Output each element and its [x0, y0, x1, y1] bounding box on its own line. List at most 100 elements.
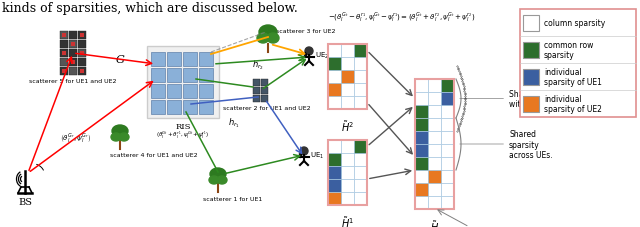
Bar: [415, 170, 428, 183]
Ellipse shape: [267, 34, 279, 44]
Bar: [441, 144, 454, 157]
Bar: [341, 179, 354, 192]
Bar: [199, 53, 213, 67]
Bar: [441, 80, 454, 93]
Bar: [415, 106, 428, 118]
Bar: [69, 50, 77, 58]
Bar: [328, 140, 367, 205]
Text: individual
sparsity of UE1: individual sparsity of UE1: [544, 67, 602, 87]
Bar: [328, 84, 341, 96]
Bar: [415, 131, 428, 144]
Text: Shared
sparsity
across UEs.: Shared sparsity across UEs.: [460, 130, 552, 159]
Bar: [415, 118, 428, 131]
Bar: [71, 61, 75, 65]
Bar: [183, 53, 197, 67]
Text: Shared sparsity
within UE.: Shared sparsity within UE.: [460, 89, 569, 109]
Bar: [183, 69, 197, 83]
Bar: [415, 93, 428, 106]
Text: RIS: RIS: [175, 122, 191, 131]
Bar: [328, 179, 341, 192]
Bar: [441, 80, 454, 93]
Text: UE$_2$: UE$_2$: [315, 51, 329, 61]
Bar: [341, 166, 354, 179]
Bar: [62, 52, 66, 56]
Bar: [78, 50, 86, 58]
Bar: [523, 69, 539, 85]
Bar: [71, 43, 75, 47]
Ellipse shape: [119, 133, 129, 141]
Bar: [354, 45, 367, 58]
Bar: [441, 196, 454, 209]
Bar: [151, 53, 165, 67]
Bar: [354, 140, 367, 153]
Bar: [328, 166, 341, 179]
Bar: [441, 106, 454, 118]
Ellipse shape: [259, 26, 277, 40]
Ellipse shape: [257, 34, 269, 44]
Text: column sparsity: column sparsity: [544, 19, 605, 28]
Bar: [354, 45, 367, 58]
Text: scatterer 3 for UE2: scatterer 3 for UE2: [276, 28, 335, 33]
Bar: [199, 101, 213, 114]
Bar: [341, 84, 354, 96]
Bar: [415, 157, 428, 170]
Bar: [523, 42, 539, 58]
Bar: [415, 80, 428, 93]
Bar: [78, 68, 86, 76]
Bar: [341, 58, 354, 71]
Bar: [69, 59, 77, 67]
Bar: [354, 192, 367, 205]
Bar: [151, 69, 165, 83]
Bar: [415, 183, 428, 196]
Bar: [415, 131, 428, 144]
Bar: [328, 153, 341, 166]
Circle shape: [300, 147, 308, 155]
Text: common row
sparsity: common row sparsity: [544, 41, 593, 60]
Bar: [62, 70, 66, 74]
Bar: [428, 80, 441, 93]
Bar: [415, 183, 428, 196]
Bar: [60, 41, 68, 49]
Bar: [62, 34, 66, 38]
Bar: [415, 106, 428, 118]
Bar: [167, 101, 181, 114]
Bar: [261, 80, 268, 87]
Bar: [441, 131, 454, 144]
Bar: [328, 192, 341, 205]
Bar: [328, 179, 341, 192]
Ellipse shape: [111, 133, 121, 141]
Bar: [253, 80, 260, 87]
Text: $-(\vartheta_l^{G_t} - \theta_l^{r_1}, \psi_l^{G_t} - \psi_l^{r_1}) = (\vartheta: $-(\vartheta_l^{G_t} - \theta_l^{r_1}, \…: [328, 10, 476, 24]
Bar: [69, 32, 77, 40]
Bar: [328, 84, 341, 96]
Text: $h_{r_2}$: $h_{r_2}$: [252, 58, 264, 71]
Bar: [341, 192, 354, 205]
Bar: [520, 10, 636, 118]
Text: $\tilde{H}^1$: $\tilde{H}^1$: [341, 214, 354, 227]
Bar: [69, 68, 77, 76]
Text: scatterer 1 for UE1: scatterer 1 for UE1: [203, 196, 262, 201]
Bar: [80, 34, 84, 38]
Bar: [78, 41, 86, 49]
Bar: [167, 85, 181, 99]
Bar: [167, 53, 181, 67]
Bar: [328, 153, 341, 166]
Text: $\tilde{H}$: $\tilde{H}$: [430, 218, 439, 227]
Bar: [341, 71, 354, 84]
Bar: [354, 140, 367, 153]
Bar: [328, 96, 341, 109]
Text: scatterer 2 for UE1 and UE2: scatterer 2 for UE1 and UE2: [223, 106, 310, 111]
Bar: [428, 131, 441, 144]
Bar: [415, 80, 454, 209]
Bar: [354, 71, 367, 84]
Bar: [354, 166, 367, 179]
Bar: [354, 153, 367, 166]
Bar: [199, 85, 213, 99]
Bar: [261, 96, 268, 103]
Bar: [415, 157, 428, 170]
Bar: [441, 93, 454, 106]
Bar: [354, 58, 367, 71]
Bar: [328, 58, 341, 71]
Bar: [415, 144, 428, 157]
Bar: [441, 118, 454, 131]
